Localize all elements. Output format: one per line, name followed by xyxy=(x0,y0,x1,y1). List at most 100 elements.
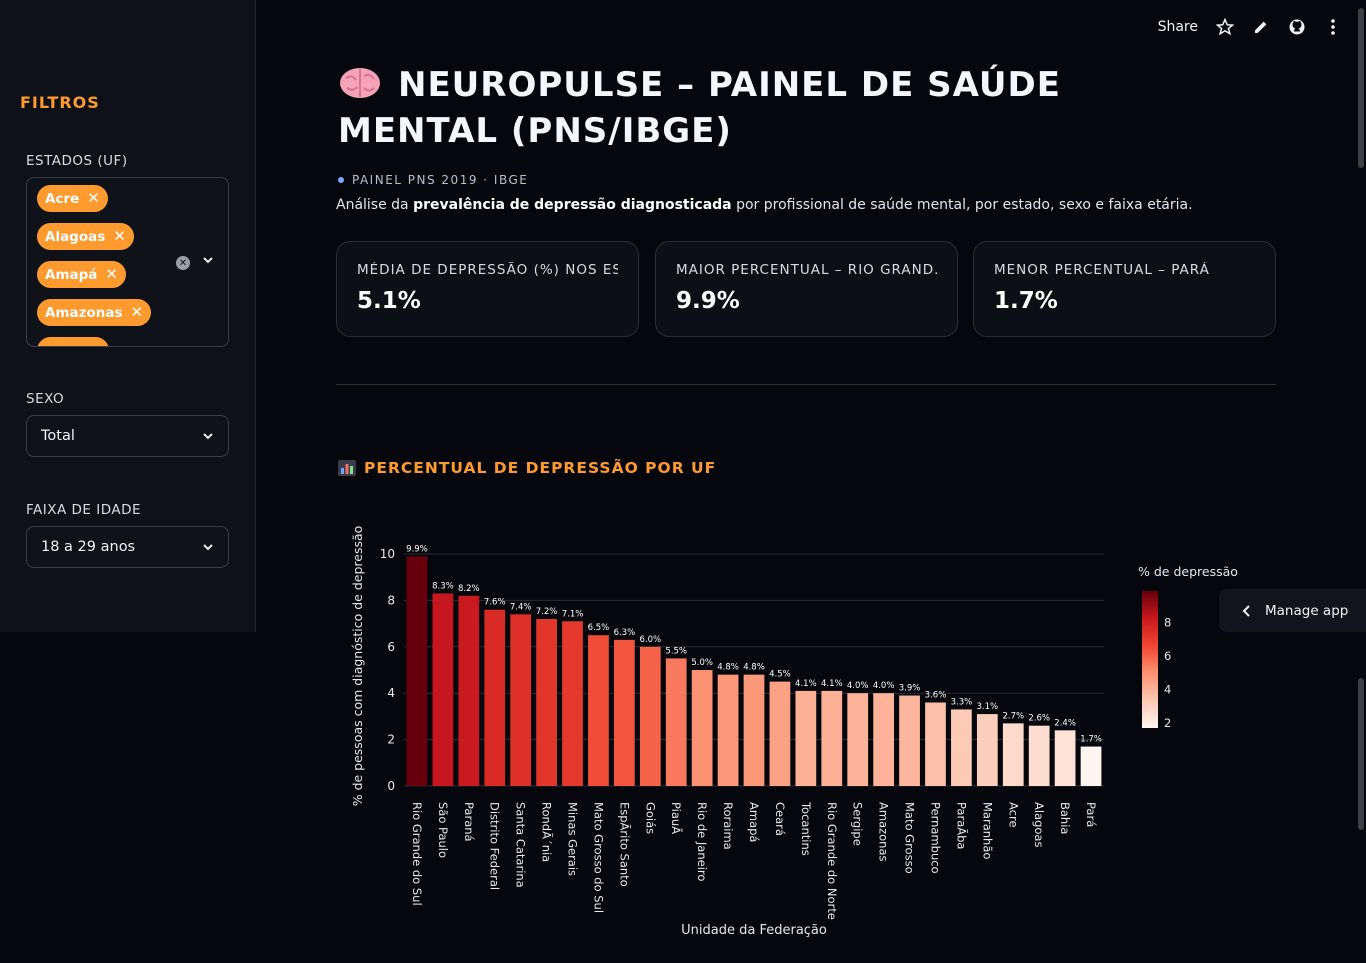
sexo-filter: SEXO Total xyxy=(20,391,236,457)
chip-amazonas[interactable]: Amazonas ✕ xyxy=(37,299,152,326)
data-label: 2.6% xyxy=(1028,714,1050,724)
close-icon[interactable]: ✕ xyxy=(113,227,126,245)
chip-acre[interactable]: Acre ✕ xyxy=(37,185,108,212)
x-tick-label: Pernambuco xyxy=(928,802,942,874)
description-bold: prevalência de depressão diagnosticada xyxy=(413,197,732,213)
github-icon[interactable] xyxy=(1288,18,1306,36)
app-toolbar: Share xyxy=(1158,18,1342,36)
y-tick-label: 0 xyxy=(387,779,395,793)
data-label: 4.8% xyxy=(717,663,739,673)
bar xyxy=(873,693,894,786)
dataset-tag-text: PAINEL PNS 2019 · IBGE xyxy=(352,173,529,187)
data-label: 4.1% xyxy=(821,679,843,689)
bar xyxy=(717,674,739,786)
x-tick-label: RondÃ´nia xyxy=(540,802,555,862)
chip-amapa[interactable]: Amapá ✕ xyxy=(37,261,126,288)
sexo-select[interactable]: Total xyxy=(26,415,229,457)
x-tick-label: Bahia xyxy=(1058,802,1072,834)
bar xyxy=(458,595,480,786)
chevron-down-icon[interactable] xyxy=(202,541,214,553)
sidebar-lower-bg xyxy=(0,632,256,963)
y-tick-label: 8 xyxy=(387,593,395,607)
clear-all-icon[interactable]: ✕ xyxy=(176,256,190,270)
close-icon[interactable]: ✕ xyxy=(130,303,144,321)
faixa-filter: FAIXA DE IDADE 18 a 29 anos xyxy=(20,502,236,568)
metric-value: 9.9% xyxy=(676,288,740,314)
bar xyxy=(795,690,817,786)
metric-card-media: MÉDIA DE DEPRESSÃO (%) NOS ES... 5.1% xyxy=(336,241,639,337)
chip-label: Acre xyxy=(45,190,80,207)
data-label: 9.9% xyxy=(406,544,428,554)
data-label: 7.4% xyxy=(510,602,532,612)
description-suffix: por profissional de saúde mental, por es… xyxy=(731,197,1193,213)
faixa-select[interactable]: 18 a 29 anos xyxy=(26,526,229,568)
x-tick-label: Maranhão xyxy=(980,802,994,859)
chip-alagoas[interactable]: Alagoas ✕ xyxy=(37,223,134,250)
data-label: 4.0% xyxy=(847,681,869,691)
data-label: 5.5% xyxy=(665,646,687,656)
sexo-value: Total xyxy=(41,428,75,444)
edit-icon[interactable] xyxy=(1252,18,1270,36)
bar xyxy=(899,695,920,786)
x-tick-label: Tocantins xyxy=(799,801,813,856)
x-tick-label: ParaÃ­ba xyxy=(954,802,969,849)
data-label: 3.9% xyxy=(899,684,921,694)
page-title-text: NEUROPULSE – PAINEL DE SAÚDE MENTAL (PNS… xyxy=(338,65,1061,151)
data-label: 8.3% xyxy=(432,581,454,591)
estados-multiselect[interactable]: Acre ✕ Alagoas ✕ Amapá ✕ Amazonas ✕ ✕ xyxy=(26,177,229,347)
bar xyxy=(1054,730,1076,786)
bar xyxy=(432,593,454,786)
y-axis-title: % de pessoas com diagnóstico de depressã… xyxy=(350,526,365,807)
colorbar-tick-label: 8 xyxy=(1164,616,1171,630)
data-label: 2.4% xyxy=(1054,718,1076,728)
share-button[interactable]: Share xyxy=(1157,19,1198,35)
chevron-down-icon[interactable] xyxy=(202,430,214,442)
data-label: 5.0% xyxy=(691,658,713,668)
metric-card-maior: MAIOR PERCENTUAL – RIO GRAND... 9.9% xyxy=(655,241,958,337)
colorbar xyxy=(1142,591,1158,728)
data-label: 3.1% xyxy=(977,702,999,712)
star-icon[interactable] xyxy=(1216,18,1234,36)
dataset-tag: PAINEL PNS 2019 · IBGE xyxy=(338,173,528,187)
x-tick-label: Pará xyxy=(1084,802,1098,827)
data-label: 4.0% xyxy=(873,681,895,691)
description-prefix: Análise da xyxy=(336,197,414,213)
colorbar-title: % de depressão xyxy=(1138,564,1238,579)
estados-filter: ESTADOS (UF) Acre ✕ Alagoas ✕ Amapá ✕ Am… xyxy=(20,153,236,347)
x-tick-label: Santa Catarina xyxy=(514,802,528,888)
x-tick-label: Acre xyxy=(1006,802,1020,828)
bar xyxy=(406,556,428,786)
x-tick-label: Goiás xyxy=(643,802,657,834)
scrollbar-thumb[interactable] xyxy=(1358,678,1364,830)
scrollbar[interactable] xyxy=(1358,8,1364,168)
data-label: 6.0% xyxy=(639,635,661,645)
bar xyxy=(1080,746,1102,786)
chip-label: Amazonas xyxy=(45,304,123,321)
y-tick-label: 4 xyxy=(387,686,395,700)
bar xyxy=(1002,723,1024,786)
x-tick-label: São Paulo xyxy=(436,802,450,858)
faixa-label: FAIXA DE IDADE xyxy=(26,502,142,518)
sidebar: FILTROS ESTADOS (UF) Acre ✕ Alagoas ✕ Am… xyxy=(0,0,256,632)
sidebar-title: FILTROS xyxy=(20,93,100,112)
x-axis-title: Unidade da Federação xyxy=(681,923,827,938)
bar xyxy=(743,674,765,786)
data-label: 3.6% xyxy=(925,690,947,700)
x-tick-label: Rio Grande do Norte xyxy=(825,802,839,920)
more-menu-icon[interactable] xyxy=(1324,18,1342,36)
close-icon[interactable]: ✕ xyxy=(87,189,100,207)
metric-value: 1.7% xyxy=(994,288,1058,314)
colorbar-tick-label: 6 xyxy=(1164,649,1171,663)
y-tick-label: 10 xyxy=(380,547,395,561)
x-tick-label: Amapá xyxy=(747,802,761,842)
chip-partial[interactable] xyxy=(37,337,109,346)
manage-app-button[interactable]: Manage app xyxy=(1219,589,1366,632)
metric-label: MAIOR PERCENTUAL – RIO GRAND... xyxy=(676,262,937,278)
x-tick-label: Rio de Janeiro xyxy=(695,802,709,881)
bar xyxy=(588,635,609,786)
x-tick-label: Rio Grande do Sul xyxy=(410,802,424,906)
sexo-label: SEXO xyxy=(26,391,65,407)
chevron-down-icon[interactable] xyxy=(202,254,214,266)
close-icon[interactable]: ✕ xyxy=(105,265,118,283)
